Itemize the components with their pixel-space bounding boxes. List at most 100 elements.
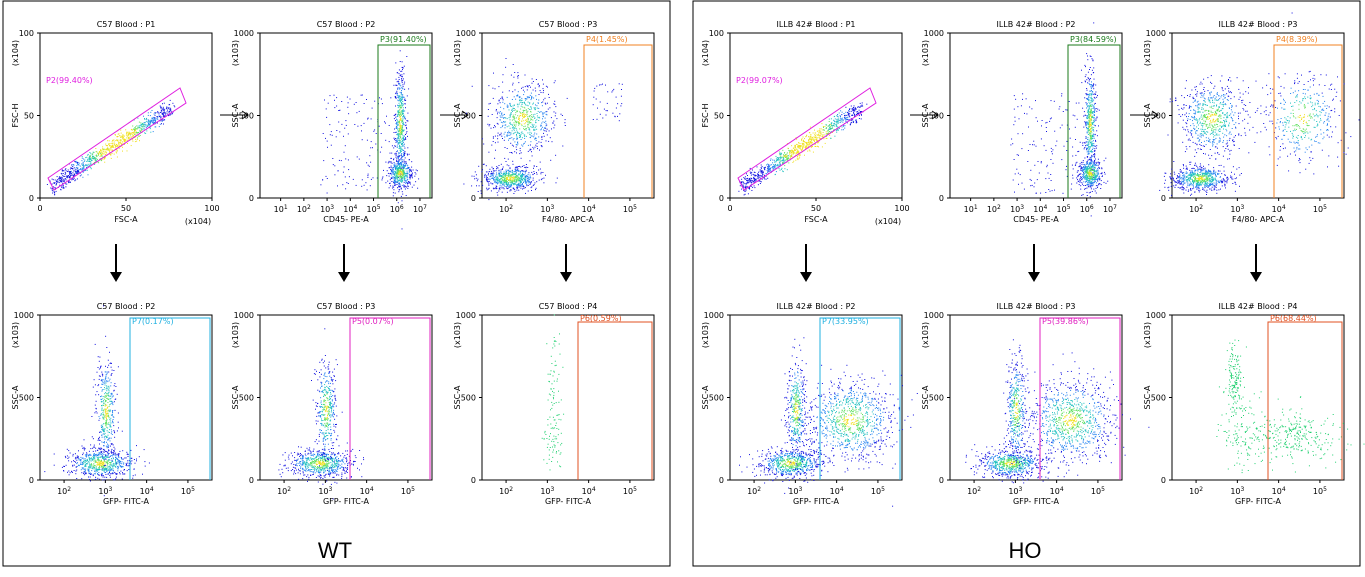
event-dot (391, 174, 392, 175)
event-dot (405, 183, 406, 184)
event-dot (409, 169, 410, 170)
event-dot (319, 450, 320, 451)
event-dot (75, 161, 76, 162)
event-dot (503, 184, 504, 185)
event-dot (334, 482, 335, 483)
event-dot (117, 150, 118, 151)
event-dot (98, 384, 99, 385)
event-dot (311, 471, 312, 472)
event-dot (526, 185, 527, 186)
event-dot (96, 454, 97, 455)
event-dot (494, 170, 495, 171)
event-dot (167, 111, 168, 112)
event-dot (396, 85, 397, 86)
event-dot (401, 78, 402, 79)
event-dot (71, 168, 72, 169)
event-dot (69, 174, 70, 175)
event-dot (362, 179, 363, 180)
event-dot (63, 181, 64, 182)
event-dot (126, 132, 127, 133)
event-dot (359, 111, 360, 112)
event-dot (107, 447, 108, 448)
event-dot (113, 463, 114, 464)
event-dot (63, 471, 64, 472)
event-dot (390, 167, 391, 168)
event-dot (310, 469, 311, 470)
event-dot (536, 79, 537, 80)
event-dot (536, 134, 537, 135)
event-dot (331, 469, 332, 470)
event-dot (93, 455, 94, 456)
event-dot (337, 464, 338, 465)
event-dot (549, 97, 550, 98)
event-dot (414, 176, 415, 177)
event-dot (105, 467, 106, 468)
event-dot (62, 169, 63, 170)
event-dot (401, 108, 402, 109)
event-dot (471, 185, 472, 186)
event-dot (512, 178, 513, 179)
event-dot (93, 465, 94, 466)
event-dot (400, 186, 401, 187)
event-dot (381, 99, 382, 100)
event-dot (402, 146, 403, 147)
event-dot (124, 469, 125, 470)
event-dot (292, 469, 293, 470)
event-dot (130, 137, 131, 138)
event-dot (389, 141, 390, 142)
event-dot (565, 125, 566, 126)
event-dot (112, 455, 113, 456)
event-dot (520, 172, 521, 173)
event-dot (347, 450, 348, 451)
event-dot (370, 147, 371, 148)
event-dot (500, 98, 501, 99)
event-dot (336, 459, 337, 460)
event-dot (342, 453, 343, 454)
event-dot (110, 473, 111, 474)
event-dot (619, 113, 620, 114)
event-dot (171, 114, 172, 115)
event-dot (327, 147, 328, 148)
event-dot (110, 422, 111, 423)
event-dot (489, 125, 490, 126)
event-dot (494, 125, 495, 126)
event-dot (492, 175, 493, 176)
event-dot (98, 467, 99, 468)
event-dot (385, 162, 386, 163)
event-dot (296, 464, 297, 465)
event-dot (106, 386, 107, 387)
event-dot (406, 133, 407, 134)
event-dot (482, 138, 483, 139)
event-dot (75, 179, 76, 180)
event-dot (399, 121, 400, 122)
event-dot (102, 425, 103, 426)
event-dot (364, 103, 365, 104)
event-dot (507, 107, 508, 108)
event-dot (105, 415, 106, 416)
event-dot (89, 457, 90, 458)
event-dot (95, 469, 96, 470)
event-dot (57, 179, 58, 180)
event-dot (326, 108, 327, 109)
event-dot (144, 132, 145, 133)
event-dot (538, 170, 539, 171)
event-dot (500, 102, 501, 103)
event-dot (167, 113, 168, 114)
event-dot (69, 176, 70, 177)
event-dot (502, 192, 503, 193)
event-dot (102, 466, 103, 467)
event-dot (345, 472, 346, 473)
event-dot (90, 455, 91, 456)
event-dot (334, 455, 335, 456)
event-dot (86, 454, 87, 455)
event-dot (319, 454, 320, 455)
event-dot (317, 451, 318, 452)
event-dot (72, 172, 73, 173)
event-dot (80, 457, 81, 458)
event-dot (322, 179, 323, 180)
event-dot (614, 116, 615, 117)
event-dot (127, 470, 128, 471)
event-dot (102, 381, 103, 382)
event-dot (514, 130, 515, 131)
event-dot (106, 462, 107, 463)
